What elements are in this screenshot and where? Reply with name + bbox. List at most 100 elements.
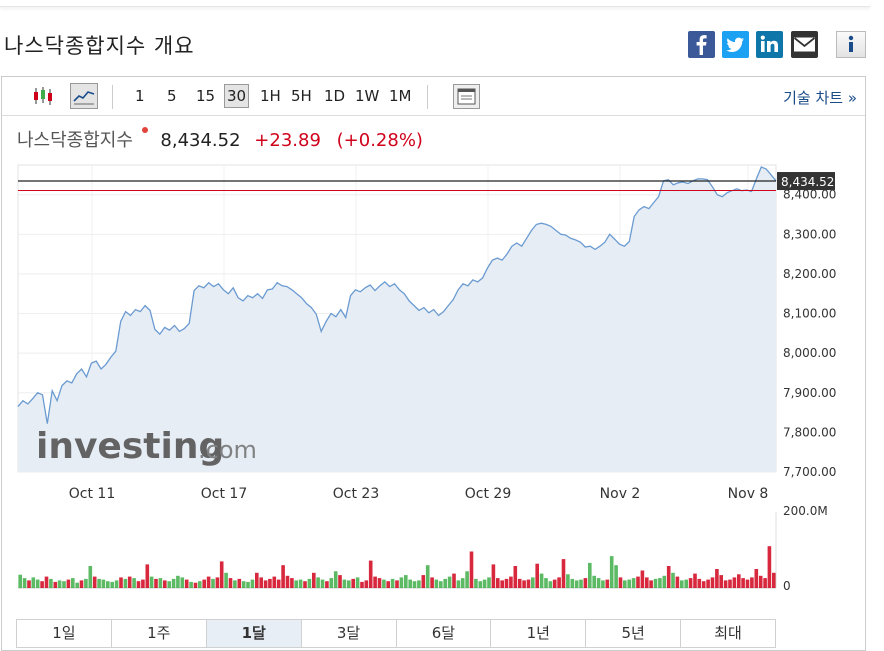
twitter-icon[interactable] bbox=[722, 31, 749, 58]
interval-5[interactable]: 5 bbox=[167, 87, 177, 105]
info-icon[interactable] bbox=[836, 31, 866, 58]
volume-bar bbox=[88, 566, 93, 588]
range-6[interactable]: 5년 bbox=[586, 620, 682, 647]
interval-1d[interactable]: 1D bbox=[324, 87, 346, 105]
volume-bar bbox=[241, 581, 246, 588]
range-selector: 1일 1주 1달 3달 6달 1년 5년 최대 bbox=[16, 619, 776, 648]
volume-bar bbox=[719, 575, 723, 588]
range-1[interactable]: 1주 bbox=[111, 620, 207, 647]
volume-bar bbox=[658, 578, 662, 588]
volume-bar bbox=[627, 579, 631, 588]
volume-bar bbox=[649, 580, 653, 588]
volume-bar bbox=[706, 579, 710, 588]
last-price: 8,434.52 bbox=[160, 130, 241, 151]
interval-30[interactable]: 30 bbox=[224, 84, 250, 108]
volume-bar bbox=[399, 577, 404, 588]
live-indicator-icon bbox=[141, 127, 148, 133]
volume-bar bbox=[176, 575, 180, 588]
range-3[interactable]: 3달 bbox=[301, 620, 397, 647]
volume-bar bbox=[71, 578, 75, 588]
y-tick-label: 8,100.00 bbox=[783, 307, 836, 321]
volume-bar bbox=[605, 579, 610, 588]
volume-tick-label: 200.0M bbox=[783, 504, 828, 518]
chart-settings-icon[interactable] bbox=[453, 84, 480, 109]
volume-bar bbox=[368, 560, 373, 588]
volume-bar bbox=[443, 578, 447, 588]
line-chart-icon[interactable] bbox=[70, 83, 98, 109]
volume-bar bbox=[723, 580, 728, 588]
range-5[interactable]: 1년 bbox=[491, 620, 587, 647]
volume-bar bbox=[206, 576, 211, 588]
volume-bar bbox=[44, 576, 49, 588]
volume-bar bbox=[684, 579, 688, 588]
interval-1[interactable]: 1 bbox=[135, 87, 145, 105]
last-price-badge-text: 8,434.52 bbox=[781, 175, 834, 189]
volume-bar bbox=[640, 570, 645, 588]
range-7[interactable]: 최대 bbox=[681, 620, 775, 647]
volume-bar bbox=[268, 578, 272, 588]
x-axis: Oct 11 Oct 17 Oct 23 Oct 29 Nov 2 Nov 8 bbox=[69, 486, 769, 502]
volume-bar bbox=[106, 581, 110, 588]
quote-header: 나스닥종합지수 8,434.52 +23.89 (+0.28%) bbox=[17, 126, 423, 152]
volume-bar bbox=[382, 579, 386, 588]
volume-bar bbox=[127, 576, 132, 588]
volume-bar bbox=[141, 579, 145, 588]
top-bar-shadow bbox=[0, 0, 870, 7]
volume-bar bbox=[609, 556, 614, 588]
y-tick-label: 7,800.00 bbox=[783, 425, 836, 439]
y-tick-label: 8,400.00 bbox=[783, 188, 836, 202]
volume-bar bbox=[636, 576, 640, 588]
volume-bar bbox=[110, 581, 114, 588]
volume-bar bbox=[219, 561, 224, 588]
volume-bar bbox=[447, 576, 452, 588]
mail-icon[interactable] bbox=[791, 31, 818, 58]
interval-1m[interactable]: 1M bbox=[389, 87, 412, 105]
volume-bar bbox=[574, 580, 579, 588]
advanced-chart-link[interactable]: 기술 차트 » bbox=[783, 89, 857, 107]
volume-bar bbox=[281, 565, 285, 588]
volume-bar bbox=[92, 576, 97, 588]
volume-bar bbox=[434, 579, 439, 588]
volume-bar bbox=[198, 581, 202, 588]
linkedin-icon[interactable] bbox=[756, 31, 783, 58]
interval-1h[interactable]: 1H bbox=[260, 87, 281, 105]
volume-bar bbox=[596, 578, 601, 588]
y-tick-label: 8,000.00 bbox=[783, 346, 836, 360]
volume-bar bbox=[386, 581, 390, 588]
volume-bar bbox=[579, 579, 583, 588]
investing-watermark: investing .com bbox=[36, 426, 257, 467]
interval-15[interactable]: 15 bbox=[196, 87, 216, 105]
volume-bar bbox=[496, 578, 500, 588]
volume-bar bbox=[745, 579, 750, 588]
volume-bar bbox=[158, 578, 163, 588]
y-tick-label: 8,200.00 bbox=[783, 267, 836, 281]
volume-bar bbox=[623, 580, 627, 588]
volume-bar bbox=[645, 577, 649, 588]
range-4[interactable]: 6달 bbox=[396, 620, 492, 647]
volume-bar bbox=[474, 578, 478, 588]
volume-bar bbox=[255, 572, 259, 588]
volume-bar bbox=[469, 551, 474, 588]
volume-bar bbox=[671, 572, 675, 588]
y-axis: 8,400.00 8,300.00 8,200.00 8,100.00 8,000.00… bbox=[783, 188, 836, 479]
volume-bar bbox=[390, 578, 395, 588]
range-2[interactable]: 1달 bbox=[206, 620, 302, 647]
volume-bar bbox=[535, 563, 539, 588]
x-tick-label: Oct 23 bbox=[333, 486, 379, 502]
volume-bar bbox=[583, 578, 588, 588]
candlestick-icon[interactable] bbox=[32, 85, 54, 107]
volume-bar bbox=[456, 580, 461, 588]
interval-1w[interactable]: 1W bbox=[355, 87, 380, 105]
volume-bar bbox=[701, 581, 706, 588]
facebook-icon[interactable] bbox=[688, 31, 715, 58]
range-0[interactable]: 1일 bbox=[17, 620, 112, 647]
interval-5h[interactable]: 5H bbox=[291, 87, 312, 105]
volume-axis: 200.0M 0 bbox=[783, 504, 828, 593]
volume-bar bbox=[417, 580, 421, 588]
volume-bar bbox=[347, 580, 351, 588]
volume-bar bbox=[79, 580, 84, 588]
volume-bar bbox=[290, 578, 294, 588]
volume-bar bbox=[425, 565, 430, 588]
volume-bar bbox=[149, 576, 154, 588]
